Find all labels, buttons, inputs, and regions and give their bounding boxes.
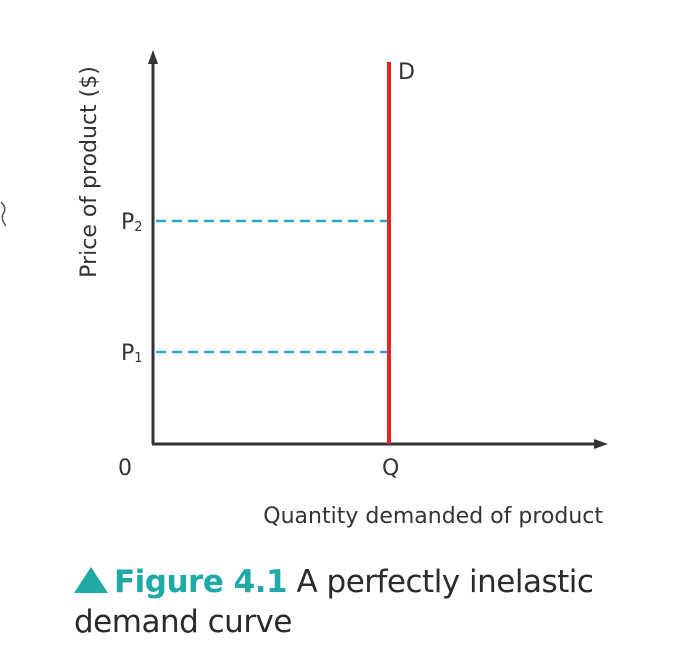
x-axis-arrow [594,439,608,449]
caption-text: A perfectly inelastic demand curve [74,564,594,640]
price-guide-lines [156,219,387,354]
x-axis-label: Quantity demanded of product [263,504,603,529]
price-label-p2: P2 [121,210,143,235]
y-axis-arrow [148,50,158,64]
origin-label: 0 [118,456,132,481]
triangle-icon [74,567,108,593]
figure-caption: Figure 4.1 A perfectly inelastic demand … [74,562,654,642]
demand-curve-label: D [398,60,415,85]
price-label-p1: P1 [121,341,143,366]
y-axis-label: Price of product ($) [77,66,102,278]
price-tick-labels: P2 P1 [121,210,143,366]
figure-number: Figure 4.1 [114,564,288,600]
page-edge-mark [0,201,7,227]
x-tick-label-q: Q [382,456,399,481]
